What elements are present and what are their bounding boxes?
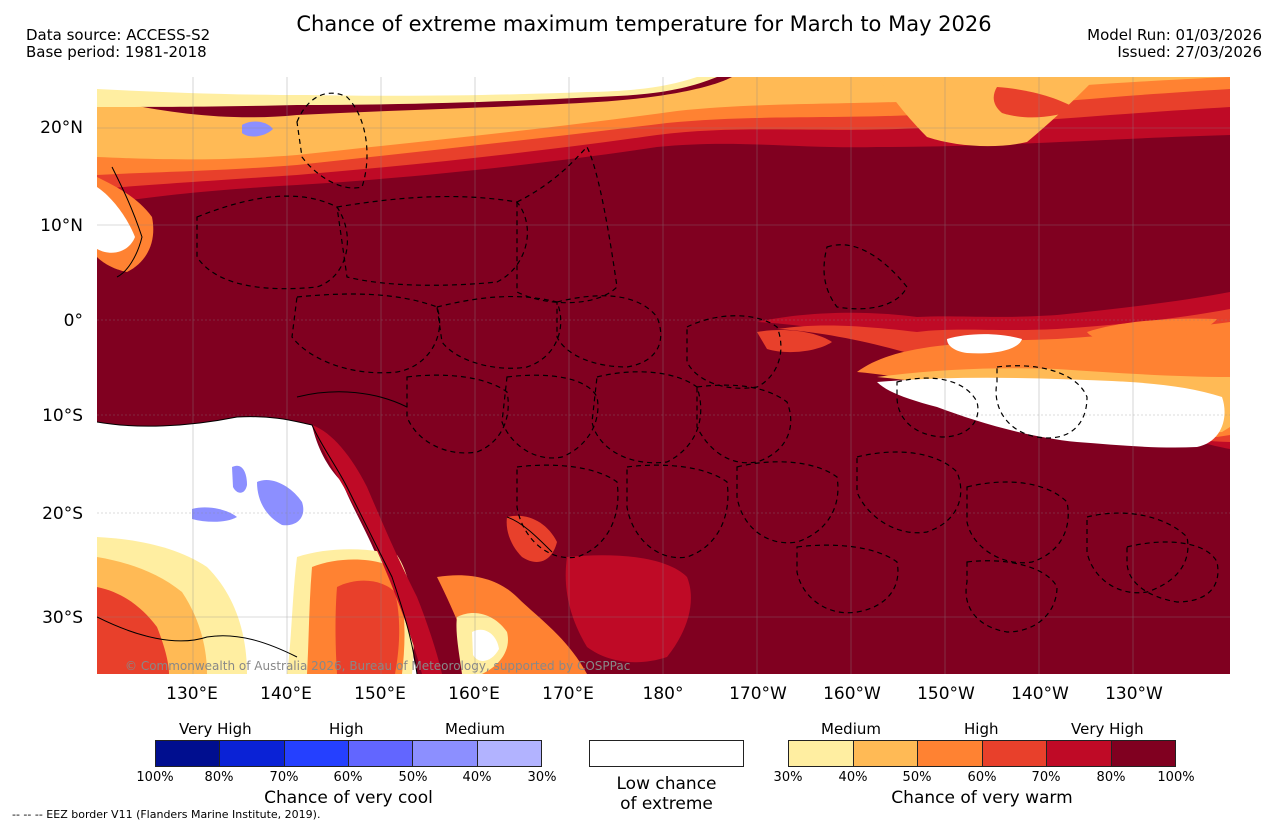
cool-patch-queensland bbox=[257, 479, 304, 526]
data-source: Data source: ACCESS-S2 bbox=[26, 26, 211, 44]
issued-date: Issued: 27/03/2026 bbox=[1117, 43, 1262, 61]
north-low-area bbox=[97, 77, 697, 96]
map-title: Chance of extreme maximum temperature fo… bbox=[296, 12, 992, 36]
cool-tick-3: 70% bbox=[269, 770, 299, 785]
tasman-low bbox=[472, 629, 499, 661]
warm-colorbar bbox=[788, 740, 1176, 767]
lat-label-30s: 30°S bbox=[42, 608, 83, 628]
cool-patch-west bbox=[192, 507, 237, 522]
lon-label-130e: 130°E bbox=[166, 684, 218, 704]
cool-label-very-high: Very High bbox=[179, 720, 252, 738]
lat-label-10n: 10°N bbox=[40, 216, 83, 236]
warm-tick-5: 70% bbox=[1031, 770, 1061, 785]
low-chance-caption-1: Low chance bbox=[616, 774, 717, 794]
west-low-area bbox=[97, 187, 135, 253]
coastlines bbox=[97, 166, 553, 674]
warm-swatch-3 bbox=[918, 741, 983, 766]
lat-label-10s: 10°S bbox=[42, 406, 83, 426]
lat-label-20n: 20°N bbox=[40, 118, 83, 138]
low-chance-caption-2: of extreme bbox=[620, 794, 713, 814]
copyright-credit: © Commonwealth of Australia 2026, Bureau… bbox=[125, 659, 631, 673]
lon-label-150w: 150°W bbox=[917, 684, 975, 704]
warm-tick-3: 50% bbox=[902, 770, 932, 785]
cool-tick-6: 40% bbox=[462, 770, 492, 785]
lon-label-140w: 140°W bbox=[1011, 684, 1069, 704]
cool-patch-gulf bbox=[232, 465, 247, 493]
cool-swatch-4 bbox=[348, 741, 414, 766]
eq-low-area bbox=[877, 377, 1225, 448]
south-pacific-warm bbox=[565, 555, 691, 663]
lon-label-160e: 160°E bbox=[448, 684, 500, 704]
cool-swatch-2 bbox=[220, 741, 285, 766]
low-chance-swatch bbox=[589, 740, 744, 767]
lon-label-130w: 130°W bbox=[1105, 684, 1163, 704]
warm-label-high: High bbox=[964, 720, 999, 738]
eq-warm-patch-east bbox=[1087, 318, 1217, 343]
warm-label-very-high: Very High bbox=[1071, 720, 1144, 738]
cool-swatch-3 bbox=[284, 741, 349, 766]
eq-warm-patch bbox=[757, 330, 832, 353]
warm-tick-2: 40% bbox=[838, 770, 868, 785]
warm-swatch-1 bbox=[789, 741, 854, 766]
lon-label-180: 180° bbox=[642, 684, 684, 704]
warm-swatch-2 bbox=[853, 741, 918, 766]
lon-label-140e: 140°E bbox=[260, 684, 312, 704]
eez-footnote: -- -- -- EEZ border V11 (Flanders Marine… bbox=[12, 808, 321, 821]
cool-caption: Chance of very cool bbox=[264, 788, 433, 808]
cool-tick-4: 60% bbox=[333, 770, 363, 785]
southwest-warm-60 bbox=[97, 587, 169, 674]
lat-label-20s: 20°S bbox=[42, 504, 83, 524]
warm-swatch-5 bbox=[1047, 741, 1112, 766]
lon-label-170e: 170°E bbox=[542, 684, 594, 704]
forecast-map bbox=[97, 77, 1230, 674]
cool-tick-2: 80% bbox=[204, 770, 234, 785]
southeast-aus-warm-60 bbox=[335, 580, 400, 674]
graticule bbox=[97, 77, 1230, 674]
cool-label-medium: Medium bbox=[445, 720, 505, 738]
cool-tick-5: 50% bbox=[398, 770, 428, 785]
warm-tick-4: 60% bbox=[967, 770, 997, 785]
warm-tick-7: 100% bbox=[1157, 770, 1195, 785]
lon-label-160w: 160°W bbox=[823, 684, 881, 704]
warm-label-medium: Medium bbox=[821, 720, 881, 738]
eez-borders bbox=[196, 92, 1219, 633]
east-aus-coast-band bbox=[312, 425, 442, 674]
northeast-warm-patch bbox=[877, 77, 1097, 147]
warm-tick-6: 80% bbox=[1096, 770, 1126, 785]
cool-swatch-5 bbox=[413, 741, 478, 766]
northeast-warm-patch-2 bbox=[993, 87, 1077, 118]
cool-swatch-1 bbox=[156, 741, 221, 766]
warm-swatch-6 bbox=[1111, 741, 1175, 766]
warm-caption: Chance of very warm bbox=[891, 788, 1073, 808]
cool-tick-1: 100% bbox=[136, 770, 174, 785]
warm-tick-1: 30% bbox=[773, 770, 803, 785]
lat-label-equator: 0° bbox=[63, 311, 83, 331]
warm-swatch-4 bbox=[982, 741, 1047, 766]
lon-label-170w: 170°W bbox=[729, 684, 787, 704]
model-run: Model Run: 01/03/2026 bbox=[1087, 26, 1262, 44]
cool-tick-7: 30% bbox=[527, 770, 557, 785]
cool-swatch-6 bbox=[477, 741, 541, 766]
lon-label-150e: 150°E bbox=[354, 684, 406, 704]
cool-label-high: High bbox=[329, 720, 364, 738]
base-period: Base period: 1981-2018 bbox=[26, 43, 207, 61]
eq-low-island bbox=[947, 334, 1022, 354]
cool-colorbar bbox=[155, 740, 542, 767]
north-cool-patch bbox=[242, 121, 273, 137]
